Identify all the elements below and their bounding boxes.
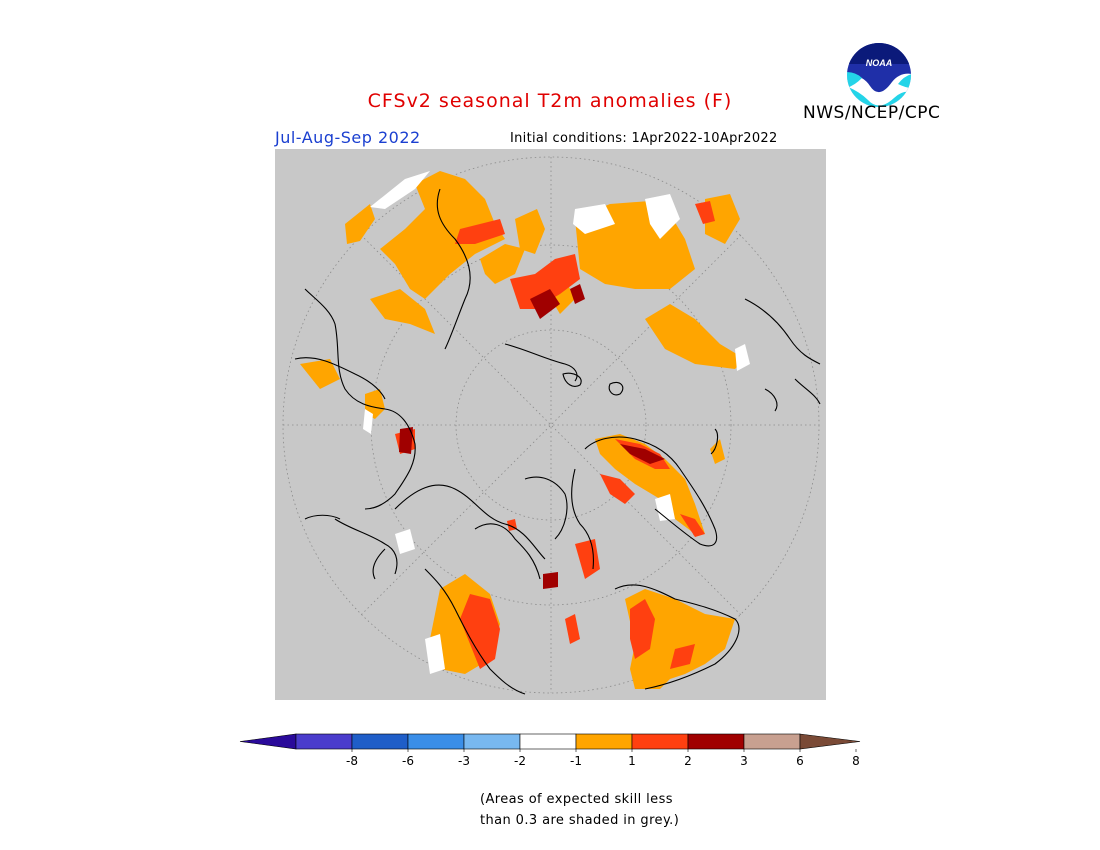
map-coastlines — [294, 188, 821, 695]
noaa-logo: NOAA — [846, 42, 912, 108]
colorbar-box — [351, 733, 409, 750]
colorbar-box — [407, 733, 465, 750]
colorbar-box — [575, 733, 633, 750]
colorbar: -8 -6 -3 -2 -1 1 2 3 6 8 — [238, 730, 862, 770]
skill-note-line-2: than 0.3 are shaded in grey.) — [480, 813, 680, 828]
colorbar-tick-label: 1 — [628, 754, 636, 768]
colorbar-tick-label: 3 — [740, 754, 748, 768]
colorbar-box — [631, 733, 689, 750]
colorbar-tick-label: -6 — [402, 754, 414, 768]
colorbar-box — [743, 733, 801, 750]
colorbar-tick-label: -1 — [570, 754, 582, 768]
chart-title: CFSv2 seasonal T2m anomalies (F) — [367, 90, 733, 112]
colorbar-tick-label: 6 — [796, 754, 804, 768]
colorbar-tick-label: -3 — [458, 754, 470, 768]
anomaly-dark-red — [399, 284, 665, 589]
colorbar-box — [295, 733, 353, 750]
colorbar-arrow-high — [799, 733, 861, 750]
colorbar-tick-label: 2 — [684, 754, 692, 768]
skill-note-line-1: (Areas of expected skill less — [480, 792, 673, 807]
agency-label: NWS/NCEP/CPC — [803, 103, 941, 123]
map-graticule — [282, 156, 820, 694]
logo-text: NOAA — [866, 58, 893, 68]
colorbar-tick-label: -2 — [514, 754, 526, 768]
colorbar-box — [463, 733, 521, 750]
colorbar-box — [687, 733, 745, 750]
colorbar-box — [519, 733, 577, 750]
colorbar-tick-label: 8 — [852, 754, 860, 768]
anomaly-red — [395, 201, 715, 669]
anomaly-white — [363, 171, 750, 674]
colorbar-tick-label: -8 — [346, 754, 358, 768]
season-label: Jul-Aug-Sep 2022 — [275, 128, 421, 147]
colorbar-arrow-low — [239, 733, 297, 750]
initial-conditions-label: Initial conditions: 1Apr2022-10Apr2022 — [510, 131, 778, 146]
polar-map — [275, 149, 826, 700]
